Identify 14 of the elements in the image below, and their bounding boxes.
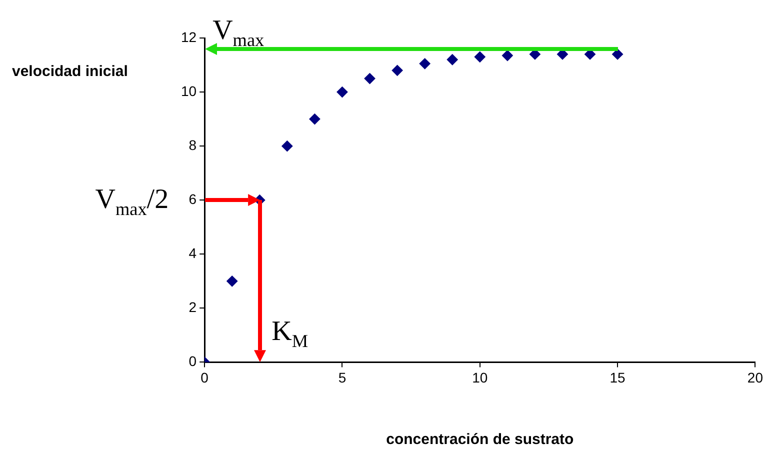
x-tick-label: 20 xyxy=(747,369,764,386)
y-tick-label: 0 xyxy=(188,353,197,370)
y-tick-label: 2 xyxy=(188,299,197,316)
y-tick-label: 4 xyxy=(188,244,197,261)
x-tick-label: 5 xyxy=(338,369,346,386)
y-tick-label: 10 xyxy=(180,82,197,99)
x-axis-title: concentración de sustrato xyxy=(386,431,574,448)
x-tick-label: 10 xyxy=(472,369,488,386)
x-tick-label: 0 xyxy=(200,369,209,386)
y-tick-label: 8 xyxy=(188,136,197,153)
y-tick-label: 12 xyxy=(180,28,197,45)
y-tick-label: 6 xyxy=(188,190,197,207)
x-tick-label: 15 xyxy=(610,369,626,386)
y-axis-title: velocidad inicial xyxy=(12,63,128,80)
